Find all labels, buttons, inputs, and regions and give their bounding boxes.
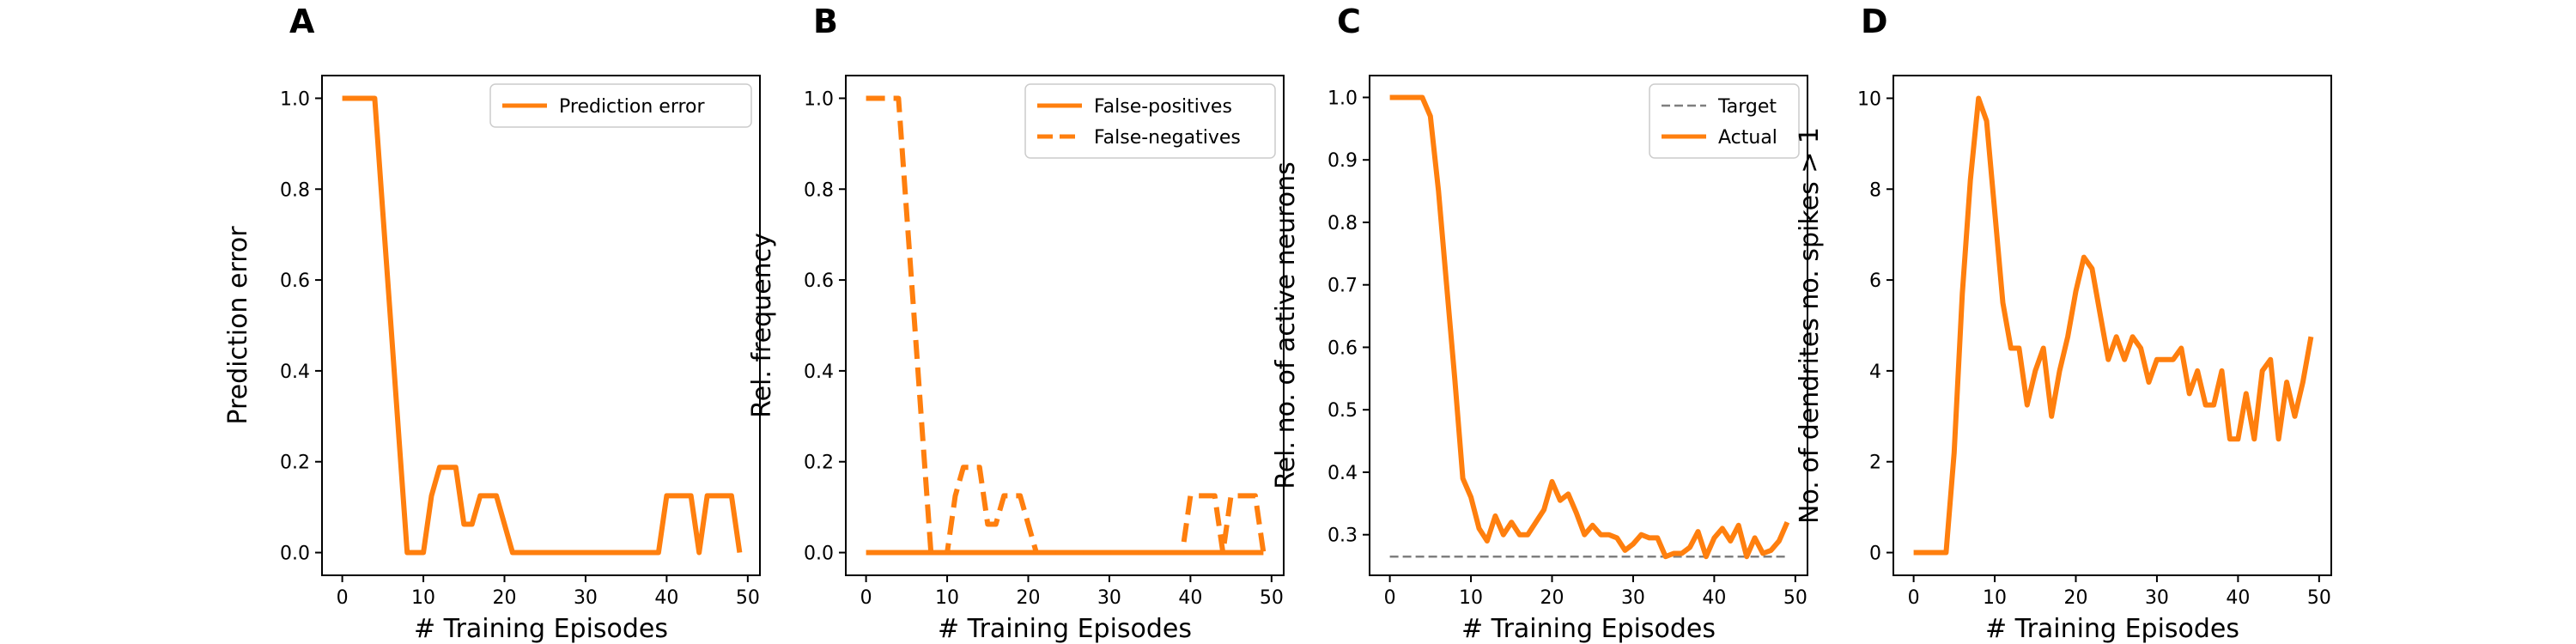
legend-label: Target <box>1717 96 1777 118</box>
legend-box <box>1024 83 1276 159</box>
y-axis-label: Rel. no. of active neurons <box>1271 161 1301 489</box>
plot-frame <box>1369 75 1808 576</box>
x-tick-label: 30 <box>1621 587 1645 609</box>
y-tick-label: 0.4 <box>1327 463 1358 484</box>
y-tick-label: 0.4 <box>804 361 834 383</box>
y-tick-label: 0.7 <box>1327 276 1358 297</box>
series-line-false-negatives <box>866 95 1267 556</box>
panel-b: B 0 10 20 30 40 50 0.0 0.2 0.4 0.6 0.8 1.0 # Training… <box>747 3 1285 644</box>
x-tick-label: 50 <box>1783 587 1807 609</box>
x-tick-label: 20 <box>1540 587 1564 609</box>
y-tick-label: 0.0 <box>280 544 310 565</box>
series-line-data <box>1913 95 2314 556</box>
x-tick-label: 10 <box>411 587 435 609</box>
y-tick-label: 0.2 <box>804 453 834 474</box>
plot-frame <box>1893 75 2332 576</box>
x-tick-label: 0 <box>860 587 872 609</box>
legend-label: False-positives <box>1094 96 1232 118</box>
y-tick-label: 1.0 <box>804 88 834 110</box>
y-tick-label: 1.0 <box>280 88 310 110</box>
x-tick-label: 40 <box>654 587 678 609</box>
y-axis-label: No. of dendrites no. spikes > 1 <box>1795 127 1825 524</box>
y-tick-label: 1.0 <box>1327 88 1358 109</box>
legend: Target Actual <box>1649 83 1800 159</box>
x-tick-label: 40 <box>1702 587 1726 609</box>
x-tick-label: 50 <box>1260 587 1284 609</box>
y-tick-label: 6 <box>1869 270 1881 292</box>
y-tick-label: 0.4 <box>280 361 310 383</box>
legend: False-positives False-negatives <box>1024 83 1276 159</box>
x-tick-label: 20 <box>493 587 517 609</box>
y-tick-label: 0.6 <box>280 270 310 292</box>
y-axis-label: Prediction error <box>223 226 253 425</box>
legend-box <box>1649 83 1800 159</box>
legend: Prediction error <box>489 83 752 128</box>
y-tick-label: 0.8 <box>280 179 310 201</box>
x-tick-label: 40 <box>2226 587 2250 609</box>
x-tick-label: 10 <box>1459 587 1483 609</box>
legend-box <box>489 83 752 128</box>
y-tick-label: 0.8 <box>804 179 834 201</box>
panel-letter: A <box>289 3 315 40</box>
legend-label: False-negatives <box>1094 127 1241 149</box>
panel-d: D 0 10 20 30 40 50 0 2 4 6 8 10 # Training Episodes No… <box>1795 3 2332 644</box>
x-tick-label: 30 <box>1097 587 1121 609</box>
panel-letter: C <box>1337 3 1361 40</box>
x-tick-label: 20 <box>2064 587 2088 609</box>
y-tick-label: 0 <box>1869 544 1881 565</box>
plot-frame <box>321 75 761 576</box>
plot-frame <box>845 75 1285 576</box>
x-tick-label: 30 <box>574 587 598 609</box>
x-tick-label: 0 <box>337 587 349 609</box>
panel-letter: B <box>813 3 838 40</box>
y-axis-label: Rel. frequency <box>747 233 777 418</box>
y-tick-label: 0.6 <box>804 270 834 292</box>
legend-label: Prediction error <box>559 96 705 118</box>
y-tick-label: 4 <box>1869 361 1881 383</box>
x-axis-label: # Training Episodes <box>938 614 1192 644</box>
y-tick-label: 0.2 <box>280 453 310 474</box>
panel-letter: D <box>1861 3 1888 40</box>
x-tick-label: 50 <box>736 587 760 609</box>
y-tick-label: 0.9 <box>1327 150 1358 172</box>
x-tick-label: 0 <box>1908 587 1920 609</box>
x-tick-label: 20 <box>1017 587 1041 609</box>
x-tick-label: 10 <box>935 587 959 609</box>
x-tick-label: 30 <box>2145 587 2169 609</box>
y-tick-label: 8 <box>1869 179 1881 201</box>
series-line-actual <box>1389 94 1790 560</box>
panel-a: A 0 10 20 30 40 50 0.0 0.2 0.4 0.6 0.8 1.0 # Training… <box>223 3 761 644</box>
y-tick-label: 0.0 <box>804 544 834 565</box>
x-axis-label: # Training Episodes <box>1461 614 1716 644</box>
x-tick-label: 10 <box>1983 587 2007 609</box>
y-tick-label: 0.3 <box>1327 526 1358 547</box>
x-axis-label: # Training Episodes <box>1985 614 2239 644</box>
y-tick-label: 0.6 <box>1327 337 1358 359</box>
y-tick-label: 10 <box>1857 88 1881 110</box>
x-tick-label: 0 <box>1384 587 1396 609</box>
legend-label: Actual <box>1718 127 1777 149</box>
x-tick-label: 40 <box>1178 587 1202 609</box>
y-tick-label: 0.5 <box>1327 400 1358 422</box>
y-tick-label: 0.8 <box>1327 213 1358 234</box>
series-line-prediction-error <box>342 95 743 556</box>
y-tick-label: 2 <box>1869 453 1881 474</box>
x-tick-label: 50 <box>2307 587 2331 609</box>
x-axis-label: # Training Episodes <box>414 614 668 644</box>
panel-c: C 0 10 20 30 40 50 0.3 0.4 0.5 0.6 0.7 0.8 0.9 1.0 # Tr… <box>1271 3 1808 644</box>
